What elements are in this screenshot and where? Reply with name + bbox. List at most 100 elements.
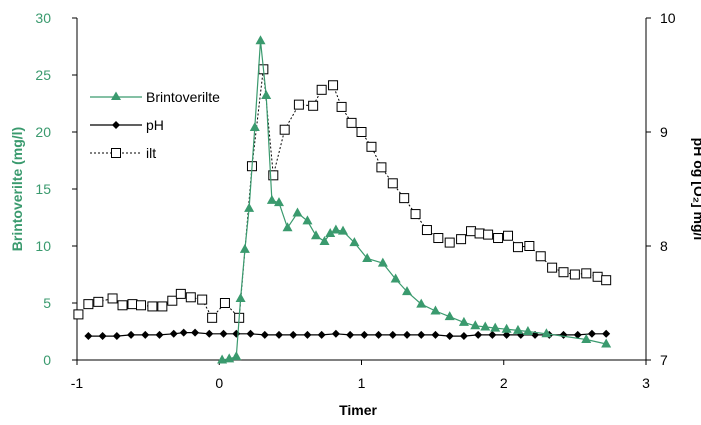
y-right-axis-title: pH og [O₂] mg/l — [691, 138, 701, 241]
data-point-ilt — [346, 117, 357, 128]
data-point-ph — [179, 328, 188, 337]
y-left-tick-label: 15 — [35, 181, 51, 197]
data-point-ilt — [421, 225, 432, 236]
data-point-brintoverilte — [261, 90, 272, 100]
series-brintoverilte — [217, 35, 612, 364]
data-point-ph — [417, 330, 426, 339]
data-point-ilt — [474, 228, 485, 239]
data-point-brintoverilte — [330, 224, 341, 234]
data-point-ilt — [157, 301, 168, 312]
legend-marker-ilt — [111, 148, 121, 158]
y-right-tick-label: 10 — [660, 10, 676, 26]
data-point-ilt — [136, 300, 147, 311]
x-tick-label: 0 — [215, 375, 223, 391]
data-point-ilt — [316, 84, 327, 95]
data-point-ph — [573, 330, 582, 339]
data-point-ph — [403, 330, 412, 339]
data-point-ph — [169, 329, 178, 338]
data-point-brintoverilte — [377, 257, 388, 267]
data-point-brintoverilte — [444, 311, 455, 321]
data-point-ilt — [268, 170, 279, 181]
data-point-ph — [98, 332, 107, 341]
data-point-ph — [317, 330, 326, 339]
y-right-tick-label: 7 — [660, 352, 668, 368]
y-left-tick-label: 20 — [35, 124, 51, 140]
legend-item-ilt: ilt — [90, 145, 156, 161]
data-point-ilt — [535, 251, 546, 262]
data-point-brintoverilte — [490, 322, 501, 332]
data-point-brintoverilte — [512, 324, 523, 334]
data-point-ilt — [107, 293, 118, 304]
data-point-ilt — [399, 193, 410, 204]
data-point-brintoverilte — [244, 202, 255, 212]
data-point-brintoverilte — [501, 323, 512, 333]
data-point-ilt — [444, 237, 455, 248]
data-point-ph — [155, 330, 164, 339]
data-point-ilt — [466, 226, 477, 237]
data-point-ph — [502, 330, 511, 339]
data-point-brintoverilte — [249, 121, 260, 131]
data-point-brintoverilte — [292, 207, 303, 217]
y-left-axis-title: Brintoverilte (mg/l) — [9, 127, 25, 251]
data-point-brintoverilte — [217, 354, 228, 364]
data-point-brintoverilte — [239, 243, 250, 253]
data-point-ph — [84, 332, 93, 341]
legend-item-brintoverilte: Brintoverilte — [90, 89, 220, 105]
data-point-ph — [445, 332, 454, 341]
data-point-ph — [488, 330, 497, 339]
data-point-brintoverilte — [458, 316, 469, 326]
legend: Brintoverilte pH ilt — [90, 89, 220, 161]
data-point-ilt — [93, 296, 104, 307]
data-point-ilt — [207, 312, 218, 323]
data-point-ilt — [219, 298, 230, 308]
data-point-brintoverilte — [235, 292, 246, 302]
data-point-ilt — [147, 301, 158, 312]
data-point-brintoverilte — [224, 353, 235, 363]
data-point-ph — [205, 329, 214, 338]
y-right-tick-label: 9 — [660, 124, 668, 140]
data-point-brintoverilte — [255, 35, 266, 45]
data-point-ph — [602, 329, 611, 338]
data-point-ilt — [127, 299, 138, 310]
data-point-ph — [587, 329, 596, 338]
legend-marker-brintoverilte — [111, 91, 121, 100]
data-point-ilt — [73, 309, 84, 320]
data-point-ph — [303, 330, 312, 339]
data-point-ph — [360, 330, 369, 339]
data-point-brintoverilte — [310, 230, 321, 240]
data-point-brintoverilte — [601, 338, 612, 348]
data-point-brintoverilte — [231, 351, 242, 361]
data-point-ph — [260, 330, 269, 339]
y-left-tick-label: 25 — [35, 67, 51, 83]
data-point-brintoverilte — [581, 333, 592, 343]
data-point-ilt — [493, 233, 504, 244]
y-left-tick-label: 30 — [35, 10, 51, 26]
data-point-ilt — [185, 292, 196, 303]
data-point-ilt — [83, 299, 94, 310]
data-point-brintoverilte — [338, 225, 349, 235]
data-point-brintoverilte — [390, 273, 401, 283]
data-point-ilt — [569, 269, 580, 280]
data-point-brintoverilte — [541, 328, 552, 338]
y-left-tick-label: 0 — [43, 352, 51, 368]
data-point-ilt — [308, 100, 319, 111]
data-point-ilt — [376, 162, 387, 173]
data-point-brintoverilte — [480, 321, 491, 331]
data-point-ilt — [167, 295, 178, 306]
data-point-ilt — [558, 267, 569, 278]
data-point-ph — [346, 330, 355, 339]
data-point-ph — [374, 330, 383, 339]
y-right-tick-label: 8 — [660, 238, 668, 254]
data-point-ph — [274, 330, 283, 339]
data-point-ilt — [387, 178, 398, 189]
data-point-ilt — [117, 300, 128, 311]
data-point-ph — [219, 329, 228, 338]
y-left-tick-label: 5 — [43, 295, 51, 311]
data-point-brintoverilte — [402, 286, 413, 296]
data-point-ilt — [592, 271, 603, 282]
data-point-ilt — [512, 242, 523, 253]
data-point-ilt — [524, 241, 535, 251]
data-point-ph — [127, 330, 136, 339]
